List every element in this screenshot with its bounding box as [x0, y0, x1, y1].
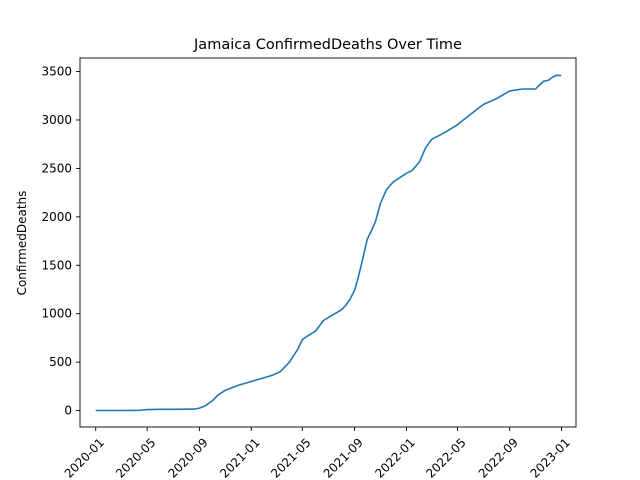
y-tick-label: 1000	[41, 307, 72, 321]
y-tick-label: 1500	[41, 258, 72, 272]
y-tick-label: 2000	[41, 210, 72, 224]
y-axis-ticks: 0 500 1000 1500 2000 2500 3000 3500	[41, 65, 80, 418]
plot-frame	[79, 57, 577, 428]
series-line	[95, 74, 562, 412]
y-axis-label: ConfirmedDeaths	[15, 191, 29, 296]
y-tick-label: 3000	[41, 113, 72, 127]
y-tick-label: 0	[64, 404, 72, 418]
y-tick-label: 3500	[41, 65, 72, 79]
y-tick-label: 500	[49, 355, 72, 369]
y-tick-label: 2500	[41, 161, 72, 175]
chart-title: Jamaica ConfirmedDeaths Over Time	[193, 37, 462, 53]
